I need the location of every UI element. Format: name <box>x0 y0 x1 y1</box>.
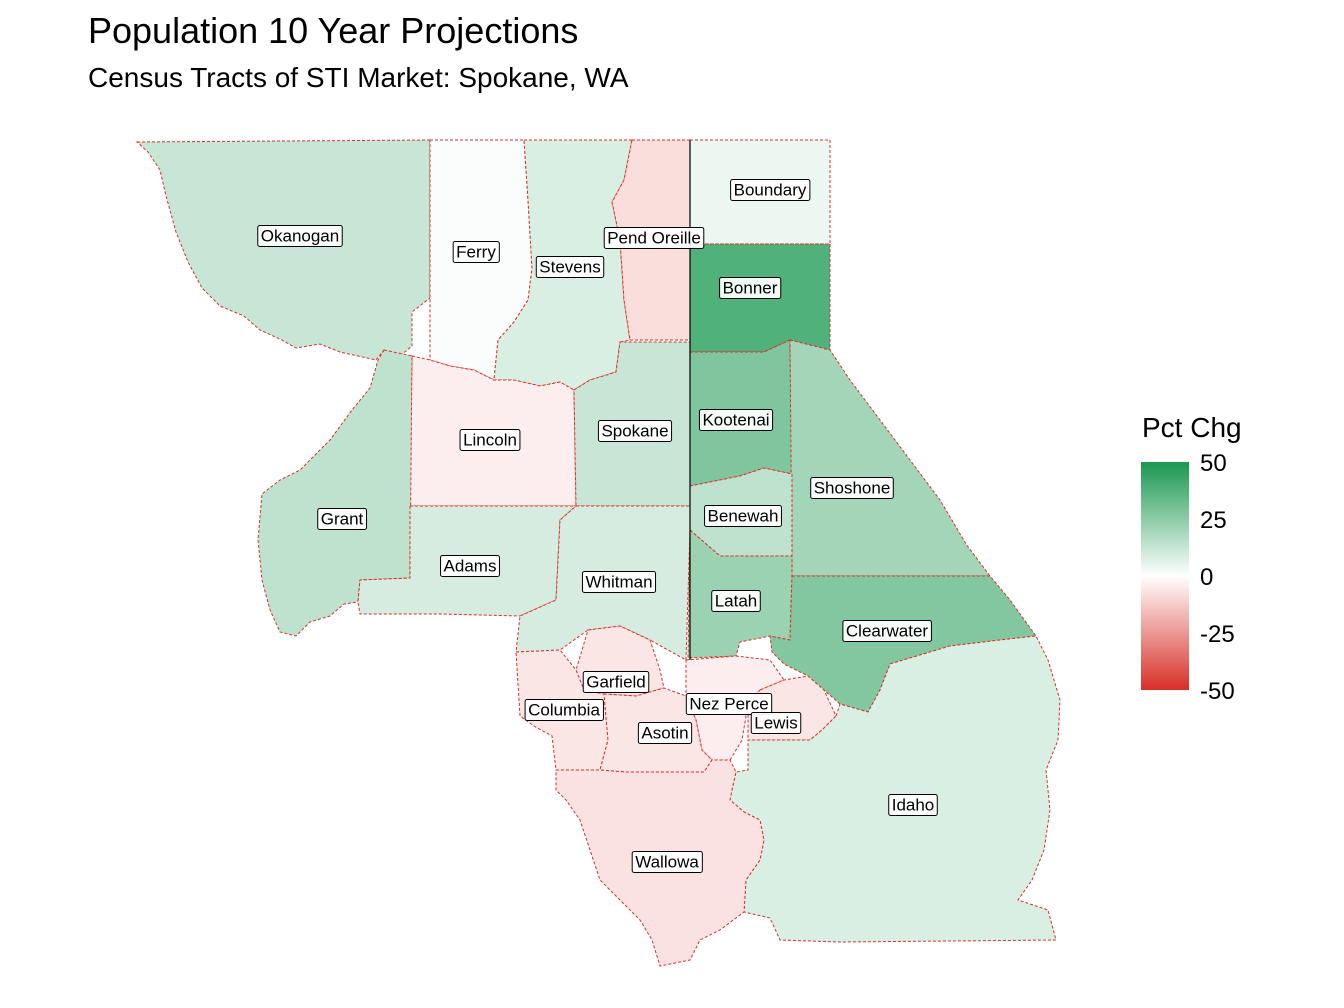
county-label: Okanogan <box>257 225 343 247</box>
county-label-text: Lincoln <box>463 431 517 450</box>
county-label: Garfield <box>582 671 650 693</box>
legend-tick-label: 25 <box>1200 507 1227 534</box>
county-label-text: Idaho <box>892 796 935 815</box>
county-label-text: Pend Oreille <box>607 229 701 248</box>
legend-tick-label: -25 <box>1200 621 1235 648</box>
county-label-text: Okanogan <box>261 227 339 246</box>
county-region <box>257 349 413 637</box>
county-label: Stevens <box>535 256 605 278</box>
county-label-box <box>810 477 894 499</box>
map-subtitle: Census Tracts of STI Market: Spokane, WA <box>88 62 629 93</box>
county-label-text: Stevens <box>539 258 600 277</box>
county-label-box <box>750 712 802 734</box>
county-label-box <box>730 179 811 201</box>
county-label-text: Garfield <box>586 673 646 692</box>
county-label: Columbia <box>524 699 604 721</box>
county-label-text: Adams <box>444 557 497 576</box>
county-label-text: Lewis <box>754 714 797 733</box>
county-label-text: Wallowa <box>635 853 699 872</box>
county-label-text: Bonner <box>723 279 778 298</box>
legend-title: Pct Chg <box>1142 412 1242 443</box>
county-label: Nez Perce <box>685 693 773 715</box>
county-label-box <box>524 699 604 721</box>
county-label: Shoshone <box>810 477 894 499</box>
county-label-text: Kootenai <box>702 411 769 430</box>
county-label: Latah <box>711 590 761 612</box>
county-label-box <box>711 590 761 612</box>
county-region <box>729 635 1061 943</box>
county-label: Benewah <box>704 505 782 527</box>
legend-color-bar <box>1141 462 1189 690</box>
county-label-box <box>698 409 774 431</box>
county-label: Idaho <box>888 794 938 816</box>
county-label-box <box>317 508 368 530</box>
county-label-text: Ferry <box>456 243 496 262</box>
county-label-text: Whitman <box>585 573 652 592</box>
county-label: Clearwater <box>842 620 932 642</box>
county-label: Bonner <box>719 277 782 299</box>
county-label: Asotin <box>637 722 693 744</box>
county-label-box <box>459 429 521 451</box>
county-label-box <box>582 671 650 693</box>
county-label: Boundary <box>730 179 811 201</box>
county-label-text: Spokane <box>601 422 668 441</box>
county-label: Pend Oreille <box>603 227 705 249</box>
county-label-box <box>719 277 782 299</box>
county-label-text: Latah <box>715 592 758 611</box>
county-label-box <box>257 225 343 247</box>
county-label: Lewis <box>750 712 802 734</box>
county-label-text: Shoshone <box>814 479 891 498</box>
county-label-box <box>597 420 673 442</box>
county-label-box <box>535 256 605 278</box>
county-label-box <box>631 851 703 873</box>
legend-tick-label: 0 <box>1200 564 1214 591</box>
county-label-text: Boundary <box>734 181 807 200</box>
county-labels: Okanogan Ferry Stevens Pend Oreille Boundary… <box>257 179 938 873</box>
county-region <box>769 575 1037 713</box>
county-label-text: Nez Perce <box>689 695 768 714</box>
county-label-box <box>452 241 500 263</box>
county-label-box <box>581 571 657 593</box>
county-label-box <box>888 794 938 816</box>
county-label-box <box>685 693 773 715</box>
county-label-text: Clearwater <box>846 622 929 641</box>
county-label-text: Benewah <box>708 507 779 526</box>
county-label: Adams <box>440 555 500 577</box>
map-title: Population 10 Year Projections <box>88 10 579 51</box>
county-label-box <box>704 505 782 527</box>
county-label: Grant <box>317 508 368 530</box>
county-label: Ferry <box>452 241 500 263</box>
legend-tick-label: -50 <box>1200 678 1235 705</box>
county-label-box <box>603 227 705 249</box>
county-label: Spokane <box>597 420 673 442</box>
county-label-text: Grant <box>321 510 364 529</box>
county-label: Kootenai <box>698 409 774 431</box>
county-label: Wallowa <box>631 851 703 873</box>
county-region <box>135 139 431 361</box>
county-label: Lincoln <box>459 429 521 451</box>
county-label-box <box>637 722 693 744</box>
county-region <box>789 339 991 577</box>
county-label-box <box>440 555 500 577</box>
county-label-text: Asotin <box>641 724 688 743</box>
county-label-text: Columbia <box>528 701 600 720</box>
county-label-box <box>842 620 932 642</box>
county-label: Whitman <box>581 571 657 593</box>
legend-tick-label: 50 <box>1200 450 1227 477</box>
